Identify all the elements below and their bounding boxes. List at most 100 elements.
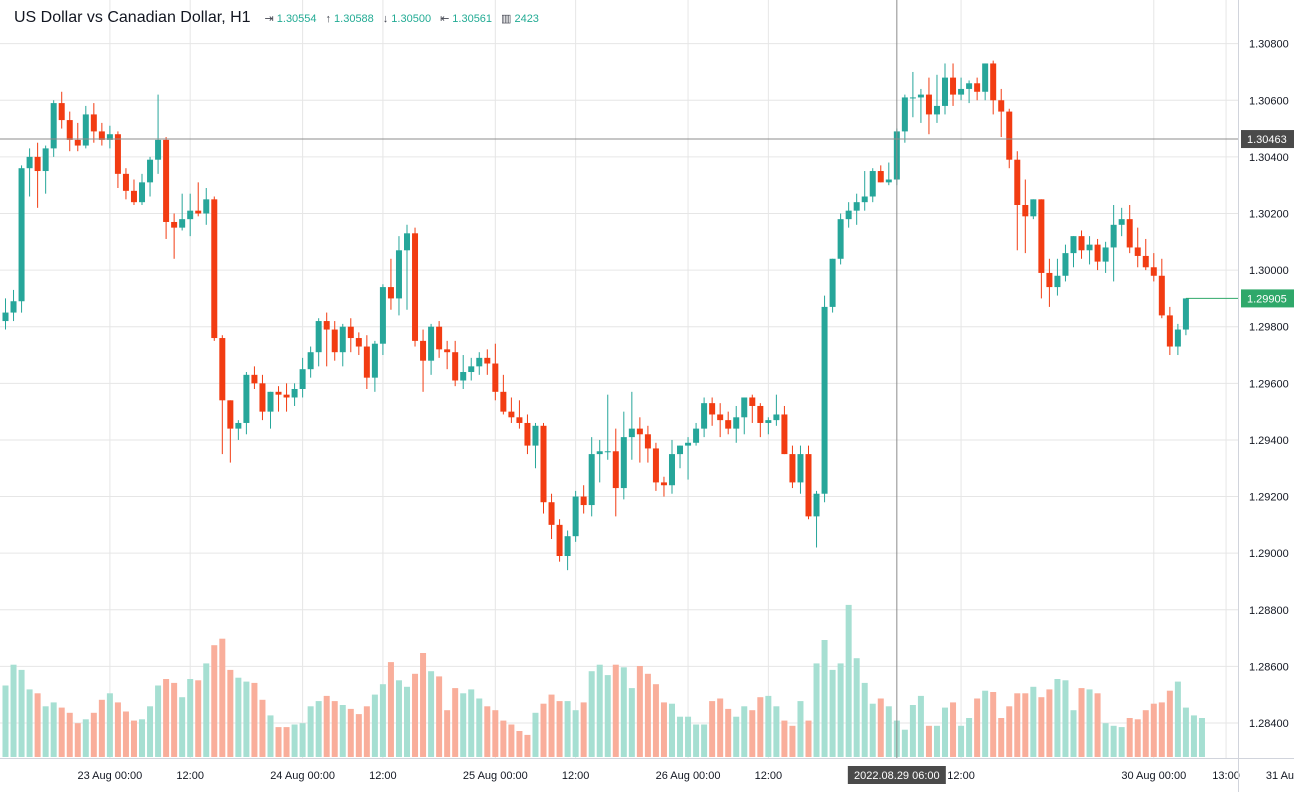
- volume-bar: [524, 734, 531, 757]
- candle-body: [1030, 199, 1037, 217]
- candle: [243, 372, 250, 435]
- volume-bar: [1142, 710, 1149, 757]
- candle-body: [1070, 236, 1077, 254]
- candle: [757, 403, 764, 438]
- volume-bar: [275, 727, 282, 757]
- volume-histogram: [2, 604, 1205, 757]
- candle: [741, 397, 748, 435]
- candle: [990, 60, 997, 115]
- candle: [958, 77, 965, 101]
- candle-body: [612, 451, 619, 489]
- candle: [50, 100, 57, 157]
- y-tick-label: 1.29800: [1249, 322, 1289, 334]
- candle: [339, 323, 346, 367]
- candle: [925, 77, 932, 135]
- candle: [628, 391, 635, 460]
- volume-bar: [580, 702, 587, 757]
- volume-bar: [187, 679, 194, 757]
- x-tick-label: 12:00: [947, 770, 975, 782]
- candle-body: [323, 321, 330, 330]
- crosshair-price-label: 1.30463: [1247, 134, 1287, 146]
- candle: [1166, 306, 1173, 356]
- candle: [588, 437, 595, 517]
- volume-bar: [122, 711, 129, 757]
- candle: [524, 414, 531, 455]
- candle-body: [26, 156, 33, 169]
- volume-bar: [1110, 725, 1117, 757]
- volume-bar: [837, 663, 844, 757]
- candle: [966, 80, 973, 104]
- candle-body: [187, 210, 194, 220]
- candle: [34, 142, 41, 208]
- candle-body: [861, 196, 868, 203]
- candle: [1054, 258, 1061, 296]
- candle: [1078, 230, 1085, 259]
- candle-body: [1046, 272, 1053, 288]
- candle: [171, 213, 178, 259]
- volume-bar: [1134, 719, 1141, 757]
- volume-bar: [805, 720, 812, 757]
- candle-body: [668, 454, 675, 486]
- candle-body: [195, 210, 202, 214]
- candle: [2, 298, 9, 330]
- low-readout: ↓ 1.30500: [383, 13, 431, 25]
- volume-bar: [235, 677, 242, 757]
- candle-body: [596, 451, 603, 455]
- volume-bar: [660, 702, 667, 757]
- volume-bar: [556, 701, 563, 757]
- candle-body: [1022, 204, 1029, 217]
- volume-bar: [1046, 689, 1053, 757]
- candle: [363, 335, 370, 389]
- volume-bar: [781, 720, 788, 757]
- volume-bar: [789, 725, 796, 757]
- y-tick-label: 1.28600: [1249, 661, 1289, 673]
- candle: [10, 289, 17, 322]
- candle: [1094, 238, 1101, 271]
- candle-body: [1110, 224, 1117, 248]
- candle: [371, 340, 378, 392]
- candle: [347, 318, 354, 353]
- close-value: 1.30561: [452, 12, 493, 25]
- candle: [379, 284, 386, 356]
- candle-body: [709, 403, 716, 415]
- y-tick-label: 1.30600: [1249, 95, 1289, 107]
- volume-bar: [428, 671, 435, 757]
- volume-bar: [508, 724, 515, 757]
- candle-body: [717, 414, 724, 421]
- candle-body: [813, 493, 820, 517]
- candle-body: [821, 306, 828, 494]
- volume-bar: [974, 698, 981, 757]
- volume-bar: [82, 719, 89, 757]
- volume-bar: [211, 645, 218, 757]
- candle: [765, 417, 772, 435]
- candle-body: [1142, 255, 1149, 268]
- volume-bar: [942, 707, 949, 757]
- volume-bar: [1054, 679, 1061, 757]
- volume-bar: [925, 725, 932, 757]
- volume-bar: [130, 720, 137, 757]
- candle: [652, 442, 659, 491]
- candle-body: [741, 397, 748, 418]
- candle: [580, 485, 587, 514]
- candle: [837, 213, 844, 265]
- candle-body: [1182, 298, 1189, 330]
- volume-bar: [460, 693, 467, 757]
- candle-body: [387, 287, 394, 299]
- candle-body: [1054, 275, 1061, 288]
- volume-bar: [877, 698, 884, 757]
- x-tick-label: 30 Aug 00:00: [1121, 770, 1186, 782]
- volume-bar: [395, 680, 402, 757]
- candle-body: [66, 120, 73, 140]
- candle: [74, 122, 81, 152]
- candle-body: [420, 340, 427, 361]
- volume-bar: [468, 689, 475, 757]
- volume-bar: [179, 697, 186, 757]
- volume-bar: [339, 705, 346, 757]
- candle-body: [130, 190, 137, 203]
- volume-bar: [452, 688, 459, 757]
- candle: [307, 346, 314, 378]
- candle-body: [572, 496, 579, 537]
- volume-bar: [693, 724, 700, 757]
